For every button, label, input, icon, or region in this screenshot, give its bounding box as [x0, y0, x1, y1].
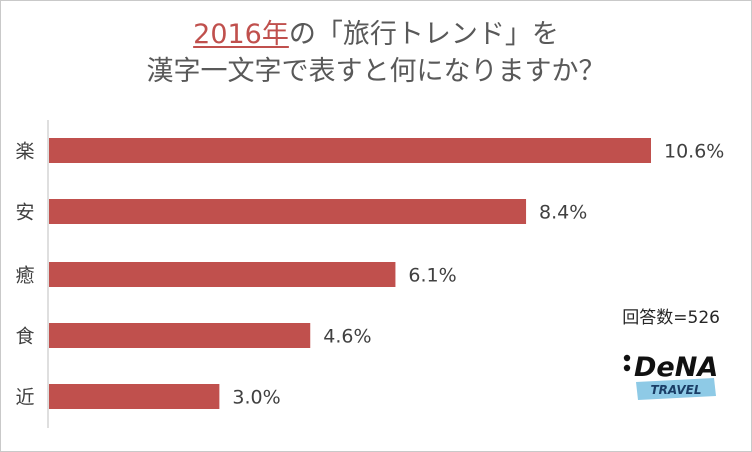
bar: [49, 199, 527, 224]
bar: [49, 262, 396, 287]
bars-group: 楽 10.6% 安 8.4% 癒 6.1% 食 4.6% 近 3.0%: [15, 138, 724, 409]
value-label: 3.0%: [232, 387, 280, 409]
title-line-2: 漢字一文字で表すと何になりますか？: [146, 56, 606, 87]
value-label: 6.1%: [408, 265, 456, 287]
value-label: 4.6%: [323, 326, 371, 348]
category-label: 食: [15, 326, 34, 348]
respondent-count: 回答数=526: [622, 308, 720, 328]
chart-title: 2016年の「旅行トレンド」を 漢字一文字で表すと何になりますか？: [0, 16, 752, 90]
value-label: 8.4%: [539, 202, 587, 224]
bar: [49, 323, 311, 348]
category-label: 楽: [15, 141, 34, 163]
logo-dot-1: [623, 354, 631, 362]
value-label: 10.6%: [664, 141, 724, 163]
logo-brand-text: DeNA: [634, 352, 718, 383]
category-label: 近: [15, 387, 34, 409]
title-highlight: 2016年: [193, 19, 289, 50]
logo-sub-text: TRAVEL: [650, 383, 701, 397]
title-line-1: 2016年の「旅行トレンド」を: [0, 16, 752, 53]
category-label: 癒: [15, 265, 34, 287]
title-line-1-rest: の「旅行トレンド」を: [288, 19, 559, 50]
category-label: 安: [15, 202, 34, 224]
logo-band: [636, 378, 716, 400]
dena-travel-logo: DeNA TRAVEL: [623, 352, 718, 400]
bar: [49, 384, 220, 409]
bar: [49, 138, 651, 163]
logo-dot-2: [623, 364, 631, 372]
